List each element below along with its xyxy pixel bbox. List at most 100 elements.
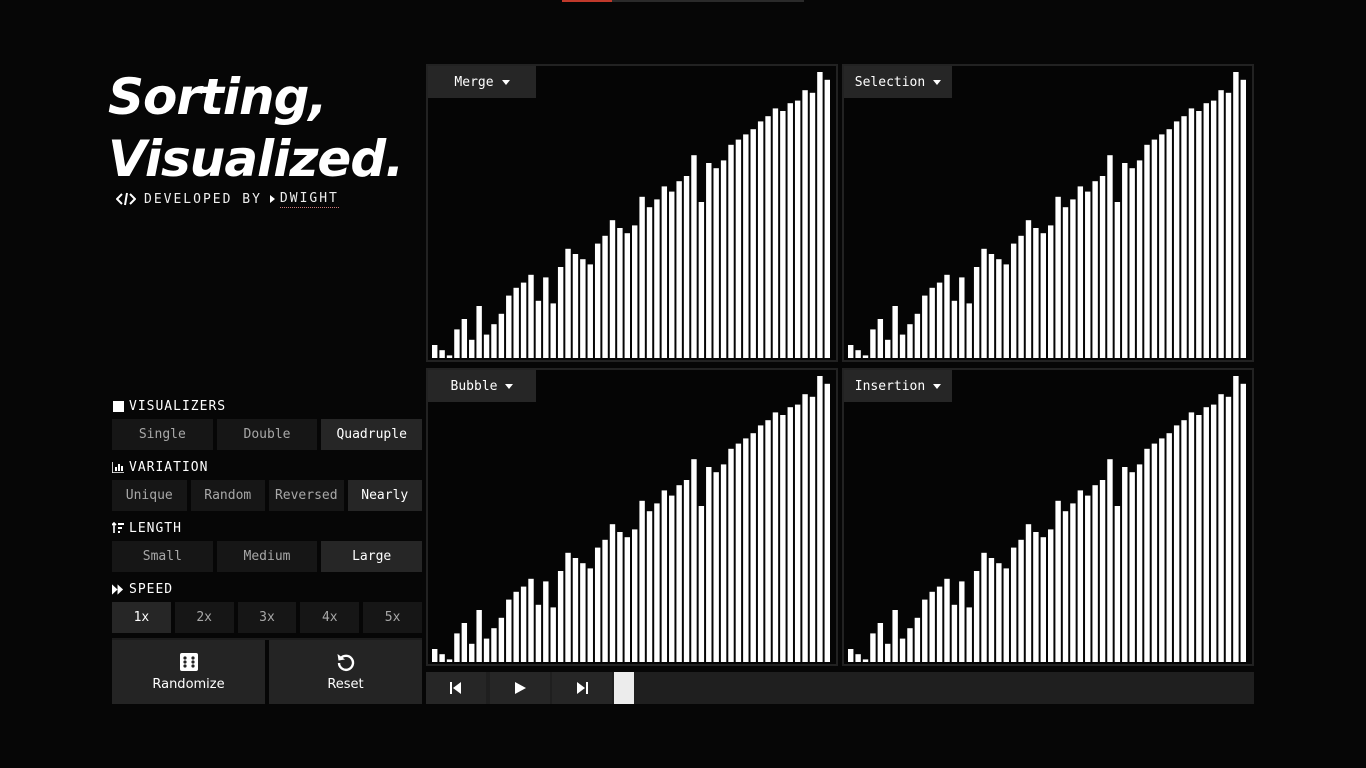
visualizers-single-button[interactable]: Single [112, 419, 213, 450]
algorithm-dropdown-insertion[interactable]: Insertion [844, 370, 952, 402]
array-bar [513, 287, 519, 358]
speed-5x-button[interactable]: 5x [363, 602, 422, 633]
array-bar [683, 176, 690, 358]
array-bar [996, 259, 1002, 358]
array-bar [624, 537, 630, 662]
array-bar [602, 235, 608, 358]
randomize-button[interactable]: Randomize [112, 640, 265, 704]
speed-2x-button[interactable]: 2x [174, 602, 234, 633]
author-link[interactable]: DWIGHT [279, 190, 339, 208]
array-bar [1151, 139, 1158, 358]
array-bar [1092, 181, 1098, 358]
array-bar [929, 591, 935, 662]
length-label: LENGTH [129, 520, 182, 536]
array-bar [1129, 472, 1135, 662]
array-bar [951, 300, 958, 358]
variation-reversed-button[interactable]: Reversed [269, 480, 344, 511]
step-forward-button[interactable] [552, 672, 612, 704]
array-bar [669, 191, 675, 358]
play-button[interactable] [490, 672, 550, 704]
array-bar [683, 480, 690, 662]
reset-button[interactable]: Reset [269, 640, 422, 704]
array-bar [1033, 228, 1039, 358]
array-bar [765, 116, 771, 358]
visualizers-heading: VISUALIZERS [112, 398, 422, 414]
array-bar [885, 339, 891, 358]
array-bar [772, 108, 779, 359]
step-forward-icon [577, 682, 588, 694]
array-bar [802, 394, 808, 662]
caret-down-icon [505, 383, 514, 389]
algorithm-dropdown-bubble[interactable]: Bubble [428, 370, 536, 402]
array-bar [899, 638, 906, 662]
array-bar [848, 649, 854, 662]
speed-4x-button[interactable]: 4x [300, 602, 360, 633]
array-bar [1218, 90, 1224, 358]
array-bar [580, 563, 586, 662]
array-bar [780, 415, 786, 662]
array-bar [1085, 191, 1091, 358]
speed-1x-button[interactable]: 1x [112, 602, 171, 633]
array-bar [1233, 72, 1239, 358]
algorithm-label: Bubble [450, 378, 498, 394]
array-bar [543, 277, 549, 358]
controls-panel: VISUALIZERS Single Double Quadruple VARI… [112, 398, 423, 640]
array-bar [772, 412, 779, 662]
length-large-button[interactable]: Large [321, 541, 423, 572]
fast-forward-icon [112, 583, 124, 595]
array-bar [914, 313, 921, 358]
sort-amount-icon [112, 522, 124, 534]
array-bar [498, 313, 505, 358]
variation-random-button[interactable]: Random [190, 480, 265, 511]
top-progress-highlight [562, 0, 612, 2]
variation-unique-button[interactable]: Unique [112, 480, 187, 511]
array-bar [661, 490, 668, 662]
array-bar [1085, 495, 1091, 662]
length-options: Small Medium Large [112, 541, 423, 572]
bars-selection [848, 72, 1246, 359]
array-bar [1233, 376, 1239, 662]
visualizers-quadruple-button[interactable]: Quadruple [321, 419, 423, 450]
progress-track[interactable] [614, 672, 1254, 704]
speed-3x-button[interactable]: 3x [237, 602, 297, 633]
array-bar [944, 274, 950, 358]
length-small-button[interactable]: Small [112, 541, 213, 572]
array-bar [1218, 394, 1224, 662]
array-bar [602, 539, 608, 662]
progress-slider-thumb[interactable] [614, 672, 634, 704]
visualizers-double-button[interactable]: Double [216, 419, 318, 450]
array-bar [870, 329, 876, 358]
action-buttons: Randomize Reset [112, 640, 422, 704]
array-bar [587, 568, 593, 662]
array-bar [580, 259, 586, 358]
array-bar [676, 485, 682, 662]
caret-down-icon [933, 79, 942, 85]
variation-nearly-button[interactable]: Nearly [347, 480, 422, 511]
array-bar [981, 248, 987, 358]
array-bar [1040, 233, 1046, 358]
array-bar [454, 633, 460, 662]
array-bar [862, 355, 869, 358]
array-bar [848, 345, 854, 358]
array-bar [461, 623, 468, 662]
algorithm-dropdown-selection[interactable]: Selection [844, 66, 952, 98]
array-bar [520, 282, 527, 358]
array-bar [1159, 438, 1165, 662]
array-bar [1159, 134, 1165, 358]
randomize-label: Randomize [152, 677, 225, 692]
array-bar [617, 532, 623, 662]
array-bar [1099, 480, 1106, 662]
array-bar [959, 581, 965, 662]
speed-label: SPEED [129, 581, 174, 597]
algorithm-dropdown-merge[interactable]: Merge [428, 66, 536, 98]
array-bar [698, 202, 705, 358]
array-bar [550, 607, 556, 662]
array-bar [1210, 100, 1217, 358]
length-medium-button[interactable]: Medium [216, 541, 318, 572]
array-bar [936, 586, 943, 662]
array-bar [432, 345, 438, 358]
step-back-button[interactable] [426, 672, 486, 704]
array-bar [1107, 459, 1113, 662]
dice-icon [179, 653, 198, 671]
array-bar [528, 578, 534, 662]
